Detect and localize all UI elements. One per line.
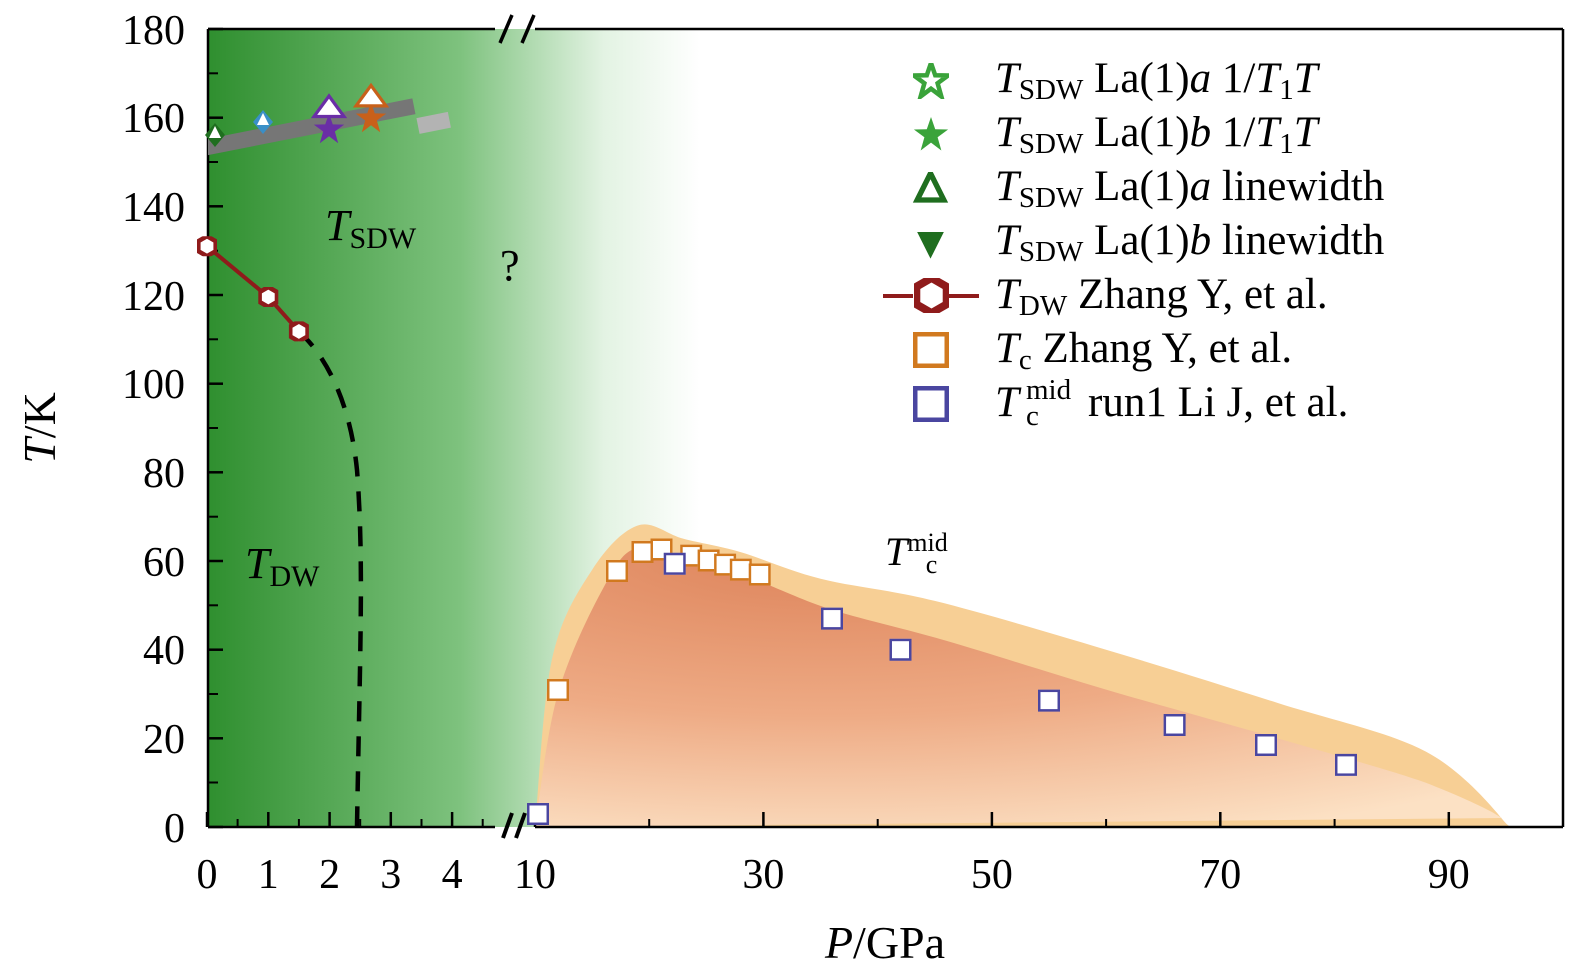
svg-text:T: T	[995, 379, 1022, 426]
svg-text:180: 180	[122, 8, 185, 54]
svg-text:0: 0	[197, 852, 218, 898]
svg-text:1: 1	[258, 852, 279, 898]
svg-text:90: 90	[1428, 852, 1470, 898]
svg-text:60: 60	[143, 540, 185, 586]
svg-text:3: 3	[380, 852, 401, 898]
svg-text:30: 30	[742, 852, 784, 898]
svg-text:100: 100	[122, 362, 185, 408]
svg-text:2: 2	[319, 852, 340, 898]
svg-text:10: 10	[514, 852, 556, 898]
svg-text:20: 20	[143, 717, 185, 763]
svg-text:0: 0	[164, 806, 185, 852]
svg-text:run1 Li J, et al.: run1 Li J, et al.	[1088, 379, 1348, 426]
svg-text:?: ?	[500, 241, 520, 290]
svg-text:Tc Zhang Y, et al.: Tc Zhang Y, et al.	[995, 325, 1292, 376]
svg-text:c: c	[1026, 400, 1039, 432]
svg-text:T/K: T/K	[14, 392, 65, 464]
svg-text:40: 40	[143, 628, 185, 674]
svg-text:50: 50	[971, 852, 1013, 898]
svg-text:P/GPa: P/GPa	[824, 917, 945, 968]
svg-text:160: 160	[122, 96, 185, 142]
svg-text:120: 120	[122, 274, 185, 320]
svg-text:140: 140	[122, 185, 185, 231]
svg-text:70: 70	[1199, 852, 1241, 898]
svg-text:4: 4	[442, 852, 463, 898]
svg-text:80: 80	[143, 451, 185, 497]
